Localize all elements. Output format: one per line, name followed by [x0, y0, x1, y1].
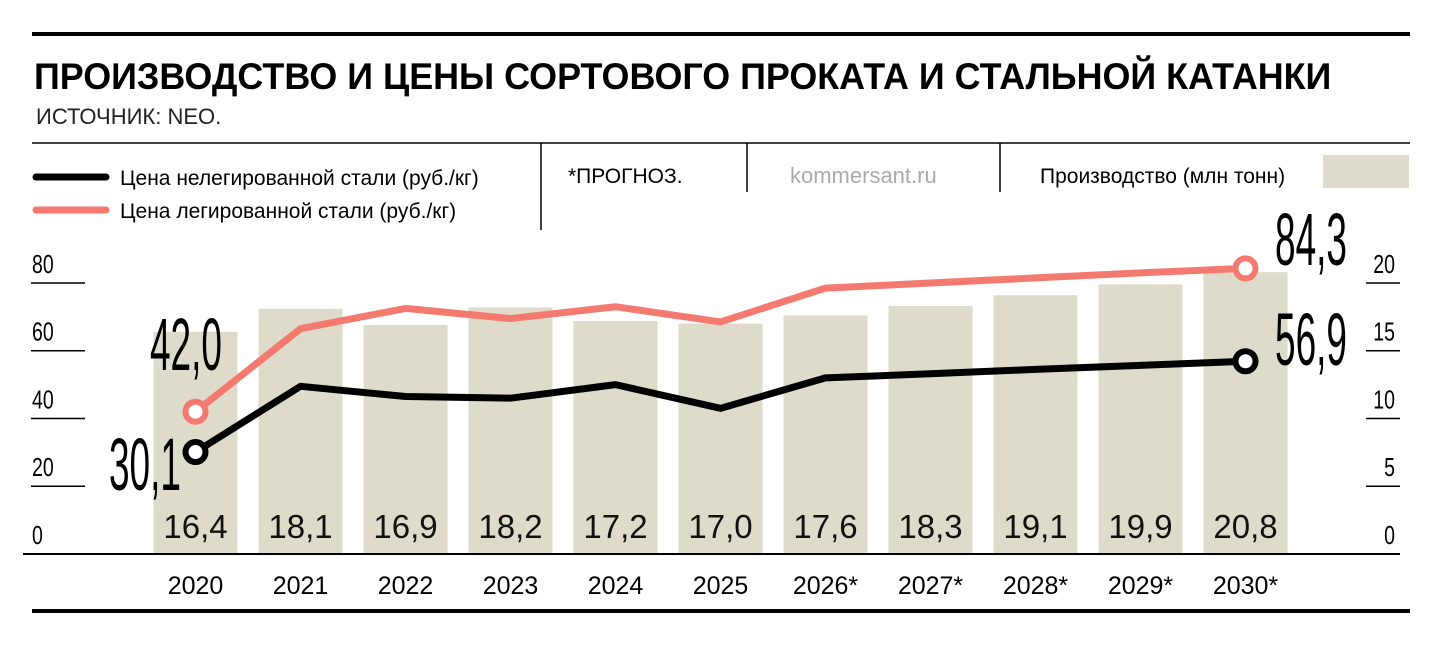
bar-value-label: 18,1 — [268, 508, 332, 545]
bar-value-label: 16,4 — [163, 508, 227, 545]
black-end-label: 56,9 — [1275, 299, 1347, 381]
left-axis-tick-label: 0 — [32, 520, 43, 549]
black-start-label: 30,1 — [109, 424, 181, 506]
bar-value-label: 19,1 — [1003, 508, 1067, 545]
bar-value-label: 18,2 — [478, 508, 542, 545]
left-axis-tick-label: 20 — [32, 452, 54, 481]
x-tick-label: 2028* — [1003, 572, 1069, 600]
left-axis-tick-label: 40 — [32, 385, 54, 414]
bar-value-label: 16,9 — [373, 508, 437, 545]
x-tick-label: 2026* — [793, 572, 859, 600]
legend-bars-swatch — [1323, 155, 1409, 188]
source: ИСТОЧНИК: NEO. — [36, 104, 221, 129]
bar-value-label: 17,0 — [688, 508, 752, 545]
x-tick-label: 2020 — [168, 572, 224, 600]
x-tick-label: 2021 — [273, 572, 329, 600]
pink-end-label: 84,3 — [1275, 199, 1347, 281]
x-tick-label: 2022 — [378, 572, 434, 600]
left-axis-tick-label: 60 — [32, 317, 54, 346]
x-tick-label: 2025 — [693, 572, 749, 600]
x-tick-label: 2024 — [588, 572, 644, 600]
right-axis-tick-label: 0 — [1384, 520, 1395, 549]
pink-endpoint-marker — [1236, 258, 1256, 278]
black-endpoint-marker — [186, 442, 206, 462]
site-label: kommersant.ru — [790, 163, 937, 188]
legend-black-label: Цена нелегированной стали (руб./кг) — [120, 167, 479, 190]
right-axis-tick-label: 20 — [1373, 249, 1395, 278]
x-tick-label: 2023 — [483, 572, 539, 600]
bar-value-label: 20,8 — [1213, 508, 1277, 545]
pink-start-label: 42,0 — [150, 304, 222, 386]
right-axis-tick-label: 10 — [1373, 385, 1395, 414]
legend-bars-label: Производство (млн тонн) — [1040, 165, 1285, 188]
black-endpoint-marker — [1236, 351, 1256, 371]
bar-value-label: 18,3 — [898, 508, 962, 545]
chart-title: ПРОИЗВОДСТВО И ЦЕНЫ СОРТОВОГО ПРОКАТА И … — [34, 54, 1331, 97]
bar-value-label: 17,2 — [583, 508, 647, 545]
x-tick-label: 2030* — [1213, 572, 1279, 600]
legend-pink-label: Цена легированной стали (руб./кг) — [120, 200, 456, 223]
forecast-note: *ПРОГНОЗ. — [568, 165, 683, 188]
x-tick-label: 2029* — [1108, 572, 1174, 600]
left-axis-tick-label: 80 — [32, 249, 54, 278]
x-tick-label: 2027* — [898, 572, 964, 600]
bar-value-label: 19,9 — [1108, 508, 1172, 545]
right-axis-tick-label: 5 — [1384, 452, 1395, 481]
bar-value-label: 17,6 — [793, 508, 857, 545]
pink-endpoint-marker — [186, 402, 206, 422]
right-axis-tick-label: 15 — [1373, 317, 1395, 346]
